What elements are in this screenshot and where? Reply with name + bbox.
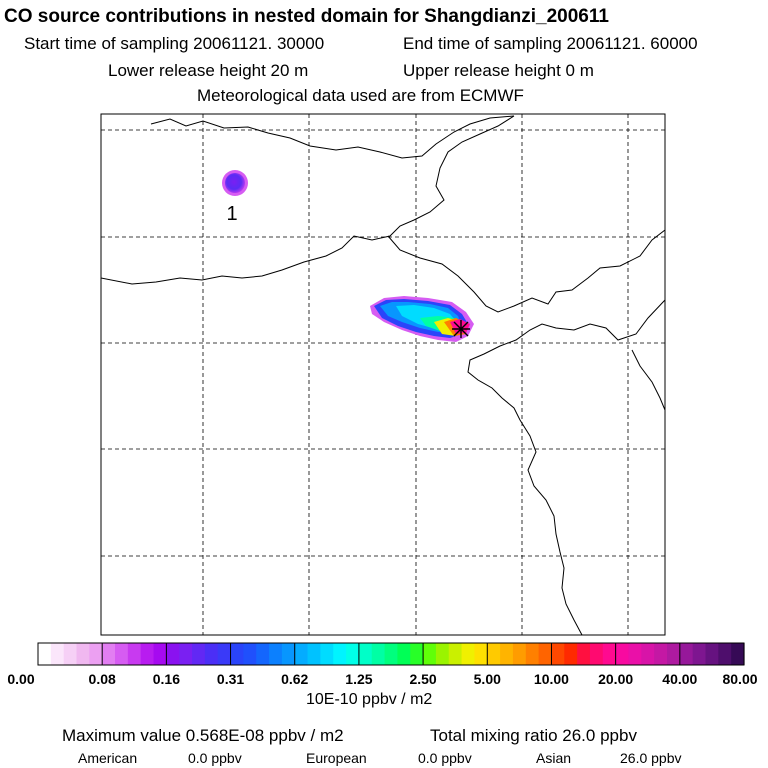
colorbar-swatch bbox=[666, 643, 681, 665]
region-european-value: 0.0 ppbv bbox=[418, 750, 472, 766]
colorbar-tick-label: 0.00 bbox=[7, 671, 35, 687]
colorbar-swatch bbox=[538, 643, 553, 665]
colorbar-swatch bbox=[448, 643, 463, 665]
border-mid bbox=[101, 115, 515, 285]
colorbar-swatch bbox=[602, 643, 617, 665]
colorbar-tick-label: 0.08 bbox=[88, 671, 116, 687]
colorbar-swatch bbox=[512, 643, 527, 665]
colorbar-swatch bbox=[435, 643, 450, 665]
coastlines bbox=[101, 115, 665, 635]
colorbar-swatch bbox=[461, 643, 476, 665]
colorbar-swatch bbox=[281, 643, 296, 665]
colorbar-swatch bbox=[628, 643, 642, 665]
colorbar-swatch bbox=[38, 643, 52, 665]
colorbar-tick-label: 20.00 bbox=[598, 671, 634, 687]
colorbar-swatch bbox=[397, 643, 411, 665]
colorbar-swatch bbox=[217, 643, 232, 665]
colorbar-tick-label: 40.00 bbox=[662, 671, 698, 687]
colorbar bbox=[37, 642, 745, 666]
map-frame bbox=[100, 113, 666, 636]
source-1-plume bbox=[222, 170, 248, 196]
colorbar-tick-label: 0.16 bbox=[152, 671, 180, 687]
colorbar-tick-label: 0.62 bbox=[281, 671, 309, 687]
colorbar-swatch bbox=[333, 643, 347, 665]
border-north bbox=[150, 115, 515, 159]
station-marker-icon bbox=[452, 320, 470, 338]
colorbar-swatch bbox=[589, 643, 604, 665]
region-european-name: European bbox=[306, 750, 367, 766]
colorbar-tick-label: 1.25 bbox=[345, 671, 373, 687]
colorbar-swatch bbox=[692, 643, 707, 665]
colorbar-swatch bbox=[423, 643, 437, 665]
region-asian-value: 26.0 ppbv bbox=[620, 750, 682, 766]
colorbar-swatch bbox=[705, 643, 719, 665]
colorbar-swatch bbox=[243, 643, 257, 665]
colorbar-tick-label: 80.00 bbox=[722, 671, 758, 687]
colorbar-swatch bbox=[654, 643, 668, 665]
colorbar-swatch bbox=[204, 643, 219, 665]
colorbar-tick-label: 2.50 bbox=[409, 671, 437, 687]
colorbar-swatch bbox=[76, 643, 90, 665]
colorbar-swatch bbox=[371, 643, 386, 665]
colorbar-swatch bbox=[192, 643, 206, 665]
maximum-value: Maximum value 0.568E-08 ppbv / m2 bbox=[62, 726, 344, 745]
colorbar-swatch bbox=[320, 643, 334, 665]
colorbar-swatch bbox=[474, 643, 488, 665]
colorbar-tick-label: 10.00 bbox=[533, 671, 569, 687]
region-asian-name: Asian bbox=[536, 750, 572, 766]
colorbar-swatch bbox=[140, 643, 155, 665]
colorbar-swatch bbox=[89, 643, 103, 665]
colorbar-swatch bbox=[307, 643, 321, 665]
colorbar-swatch bbox=[525, 643, 540, 665]
colorbar-swatch bbox=[551, 643, 565, 665]
colorbar-swatch bbox=[153, 643, 167, 665]
colorbar-swatch bbox=[564, 643, 578, 665]
colorbar-frame bbox=[37, 642, 745, 666]
region-american-value: 0.0 ppbv bbox=[188, 750, 242, 766]
colorbar-swatch bbox=[500, 643, 514, 665]
colorbar-swatch bbox=[346, 643, 360, 665]
colorbar-swatch bbox=[127, 643, 142, 665]
coastline-korea bbox=[631, 349, 665, 411]
colorbar-swatch bbox=[50, 643, 65, 665]
colorbar-swatch bbox=[384, 643, 399, 665]
colorbar-swatch bbox=[179, 643, 193, 665]
colorbar-swatch bbox=[115, 643, 129, 665]
colorbar-swatch bbox=[294, 643, 309, 665]
plot-title: CO source contributions in nested domain… bbox=[4, 6, 609, 27]
coastline-bohai bbox=[467, 299, 665, 635]
colorbar-swatch bbox=[410, 643, 424, 665]
colorbar-units: 10E-10 ppbv / m2 bbox=[306, 691, 433, 708]
grid-lines bbox=[101, 114, 665, 635]
total-mixing-ratio: Total mixing ratio 26.0 ppbv bbox=[430, 726, 637, 745]
met-data-source: Meteorological data used are from ECMWF bbox=[197, 86, 524, 105]
colorbar-swatch bbox=[718, 643, 732, 665]
colorbar-swatch bbox=[230, 643, 244, 665]
source-label: 1 bbox=[226, 203, 237, 225]
start-time: Start time of sampling 20061121. 30000 bbox=[24, 34, 325, 53]
colorbar-tick-label: 5.00 bbox=[473, 671, 501, 687]
upper-release-height: Upper release height 0 m bbox=[403, 61, 594, 80]
colorbar-swatch bbox=[102, 643, 116, 665]
colorbar-swatch bbox=[358, 643, 373, 665]
main-plume bbox=[370, 296, 474, 342]
region-american-name: American bbox=[78, 750, 138, 766]
colorbar-swatch bbox=[166, 643, 180, 665]
colorbar-swatch bbox=[577, 643, 591, 665]
border-east bbox=[387, 229, 665, 313]
colorbar-swatch bbox=[641, 643, 655, 665]
colorbar-swatch bbox=[487, 643, 501, 665]
colorbar-swatch bbox=[731, 643, 745, 665]
colorbar-swatch bbox=[63, 643, 78, 665]
colorbar-swatch bbox=[269, 643, 283, 665]
end-time: End time of sampling 20061121. 60000 bbox=[403, 34, 698, 53]
colorbar-swatch bbox=[679, 643, 694, 665]
colorbar-swatch bbox=[615, 643, 630, 665]
colorbar-swatch bbox=[256, 643, 270, 665]
colorbar-tick-label: 0.31 bbox=[216, 671, 245, 687]
lower-release-height: Lower release height 20 m bbox=[108, 61, 309, 80]
